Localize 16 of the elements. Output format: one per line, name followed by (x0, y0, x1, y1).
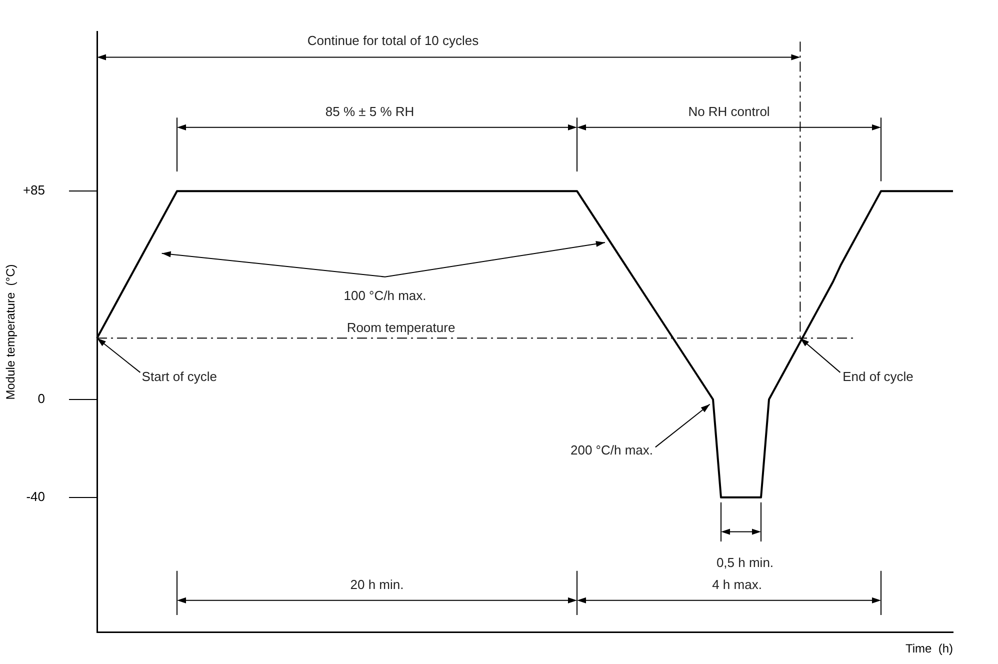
annotation: No RH control (688, 104, 770, 120)
annotation: 100 °C/h max. (344, 288, 426, 304)
annotation: 20 h min. (350, 577, 404, 592)
annotation: 200 °C/h max. (570, 442, 653, 458)
y-tick-label: -40 (26, 488, 45, 504)
annotation: 0,5 h min. (716, 555, 774, 570)
y-tick-label: 0 (38, 390, 45, 406)
y-tick-label: +85 (22, 182, 45, 198)
ref-line-label: Room temperature (346, 320, 456, 336)
annotation: Start of cycle (142, 368, 217, 384)
x-axis-title: Time (h) (905, 641, 953, 656)
annotation: End of cycle (842, 368, 914, 384)
y-axis-title: Module temperature (°C) (4, 264, 18, 400)
annotation: 85 % ± 5 % RH (325, 104, 414, 120)
annotation: Continue for total of 10 cycles (307, 33, 480, 48)
annotation: 4 h max. (712, 577, 762, 592)
